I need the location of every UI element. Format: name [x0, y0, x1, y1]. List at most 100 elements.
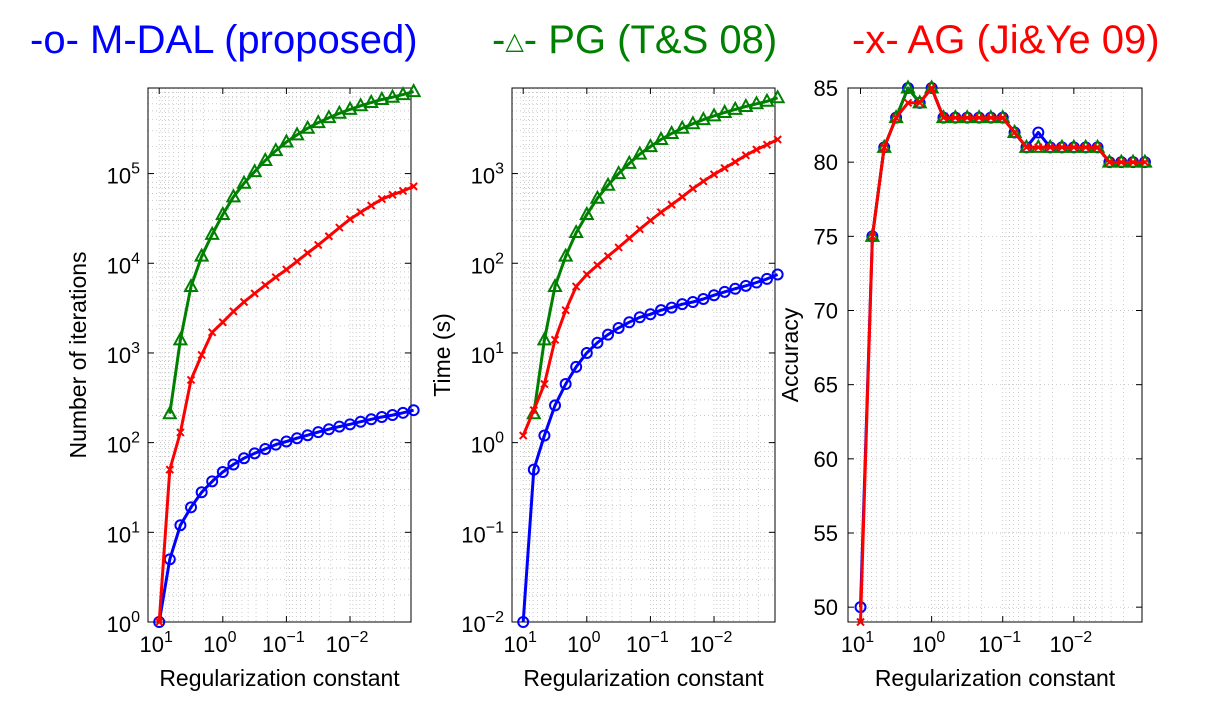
data-point-cross: [1045, 143, 1055, 152]
data-point-cross: [678, 192, 687, 202]
data-point-cross: [625, 234, 634, 243]
data-point-triangle: [374, 90, 390, 105]
y-tick-label: 100: [471, 430, 504, 458]
data-point-triangle: [278, 133, 295, 148]
series-line: [157, 408, 414, 623]
data-point-circle: [718, 285, 731, 298]
x-axis-label: Regularization constant: [159, 665, 400, 691]
data-point-triangle: [748, 95, 765, 110]
y-tick-label: 100: [107, 609, 140, 637]
data-point-triangle: [589, 189, 606, 204]
data-point-circle: [729, 282, 742, 295]
data-point-cross: [762, 140, 772, 149]
data-point-circle: [538, 429, 551, 442]
data-point-cross: [345, 214, 355, 224]
data-point-triangle: [321, 109, 337, 124]
data-point-triangle: [289, 126, 305, 141]
data-point-triangle: [405, 83, 422, 98]
tick-marks: [512, 88, 775, 623]
data-point-circle: [365, 413, 378, 426]
data-point-circle: [291, 432, 304, 445]
chart-3: 101 100 10−1 10−25055606570758085Regulariza…: [777, 76, 1153, 691]
data-point-cross: [176, 428, 185, 437]
x-tick-exponent: −1: [651, 629, 669, 646]
data-point-triangle: [663, 124, 680, 139]
data-point-circle: [633, 311, 646, 324]
data-point-cross: [699, 177, 708, 186]
data-point-circle: [570, 360, 583, 373]
data-point-circle: [580, 346, 593, 359]
data-point-cross: [197, 350, 206, 360]
x-axis-label: Regularization constant: [875, 665, 1116, 691]
grid: [848, 87, 1142, 622]
y-tick-exponent: 2: [131, 430, 140, 447]
data-point-cross: [154, 617, 164, 627]
data-point-cross: [1069, 143, 1079, 152]
data-point-circle: [517, 616, 530, 628]
data-point-cross: [250, 289, 259, 298]
y-tick-label: 80: [814, 150, 838, 175]
x-tick-label: 10−1: [626, 629, 669, 657]
x-tick-exponent: 1: [164, 629, 173, 646]
data-point-circle: [238, 452, 251, 465]
data-point-cross: [927, 83, 936, 93]
data-point-triangle: [268, 142, 284, 157]
data-point-cross: [868, 232, 877, 241]
data-point-cross: [656, 208, 666, 217]
data-point-circle: [612, 321, 625, 334]
data-point-cross: [720, 163, 729, 173]
y-tick-base: 10: [107, 164, 131, 189]
series-o: [517, 268, 784, 628]
data-point-triangle: [716, 103, 733, 118]
data-point-circle: [644, 308, 657, 321]
data-point-cross: [731, 157, 740, 167]
x-tick-base: 10: [567, 632, 591, 657]
data-point-cross: [856, 617, 865, 627]
data-point-circle: [708, 289, 721, 302]
data-point-triangle: [246, 163, 263, 178]
data-point-cross: [582, 270, 592, 279]
y-tick-exponent: 5: [131, 161, 140, 178]
data-point-triangle: [183, 277, 199, 293]
y-tick-label: 103: [107, 340, 140, 368]
y-tick-exponent: −1: [486, 519, 504, 536]
legend-pg-suffix: -: [523, 18, 538, 62]
data-point-cross: [593, 261, 602, 270]
data-point-cross: [986, 113, 996, 122]
data-point-triangle: [215, 205, 231, 220]
y-tick-label: 101: [107, 519, 140, 547]
data-point-triangle: [568, 223, 584, 239]
data-point-circle: [549, 399, 562, 412]
x-tick-label: 101: [504, 629, 537, 657]
x-tick-label: 101: [841, 629, 874, 657]
data-point-triangle: [310, 114, 326, 129]
tick-marks: [848, 87, 1142, 622]
x-tick-base: 10: [841, 632, 865, 657]
x-tick-base: 10: [978, 632, 1002, 657]
data-point-triangle: [363, 93, 379, 109]
data-point-cross: [229, 307, 238, 316]
y-axis-label: Time (s): [429, 313, 455, 396]
legend-ag: -x- AG (Ji&Ye 09): [852, 18, 1160, 62]
x-tick-label: 10−1: [978, 629, 1021, 657]
data-point-cross: [646, 216, 655, 225]
data-point-cross: [880, 143, 889, 152]
y-tick-base: 10: [107, 433, 131, 458]
chart-1: 101 100 10−1 10−2100101102103104105Regulari…: [65, 83, 422, 691]
legend-pg-prefix: -: [492, 18, 506, 62]
y-axis-label: Number of iterations: [65, 251, 91, 458]
data-point-cross: [377, 194, 387, 204]
data-point-cross: [603, 251, 613, 261]
data-point-triangle: [632, 145, 648, 160]
y-tick-base: 10: [107, 343, 131, 368]
y-tick-exponent: −2: [486, 609, 504, 626]
x-tick-label: 10−2: [326, 629, 369, 657]
y-tick-base: 10: [471, 433, 495, 458]
legend-mdal: -o- M-DAL (proposed): [30, 18, 418, 62]
data-point-circle: [591, 336, 604, 349]
y-tick-label: 50: [814, 595, 838, 620]
data-point-triangle: [642, 137, 659, 153]
data-point-triangle: [769, 89, 786, 104]
x-tick-base: 10: [504, 632, 528, 657]
data-point-triangle: [557, 247, 574, 262]
